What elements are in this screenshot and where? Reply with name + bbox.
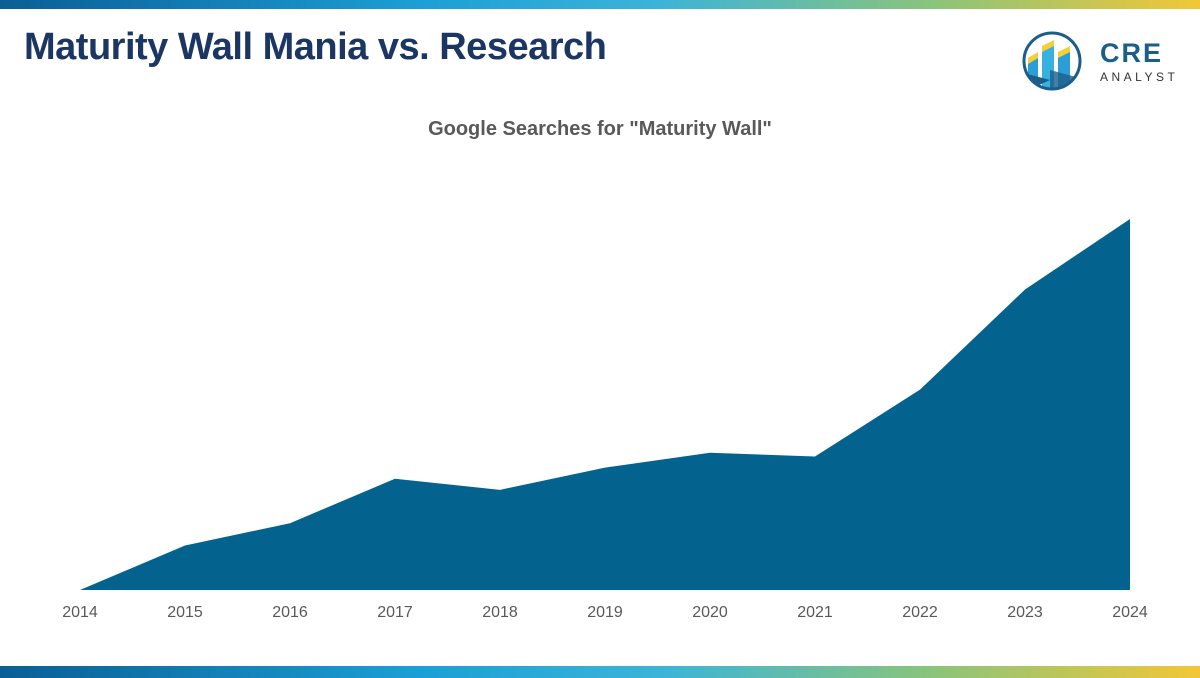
logo-text-analyst: ANALYST [1100, 70, 1179, 84]
x-tick-label: 2021 [797, 604, 833, 621]
logo-text-cre: CRE [1100, 38, 1164, 68]
area-series [80, 219, 1130, 590]
x-tick-label: 2016 [272, 604, 308, 621]
page-title: Maturity Wall Mania vs. Research [24, 26, 607, 68]
x-tick-label: 2017 [377, 604, 413, 621]
x-tick-label: 2022 [902, 604, 938, 621]
bottom-gradient-bar [0, 666, 1200, 678]
x-tick-label: 2014 [62, 604, 98, 621]
x-tick-label: 2019 [587, 604, 623, 621]
x-tick-label: 2015 [167, 604, 203, 621]
buildings-logo-icon [1022, 31, 1082, 91]
x-tick-label: 2020 [692, 604, 728, 621]
x-tick-label: 2024 [1112, 604, 1148, 621]
chart-title: Google Searches for "Maturity Wall" [428, 118, 772, 140]
x-tick-label: 2023 [1007, 604, 1043, 621]
top-gradient-bar [0, 0, 1200, 9]
cre-analyst-logo: CRE ANALYST [1020, 28, 1190, 94]
x-tick-label: 2018 [482, 604, 518, 621]
